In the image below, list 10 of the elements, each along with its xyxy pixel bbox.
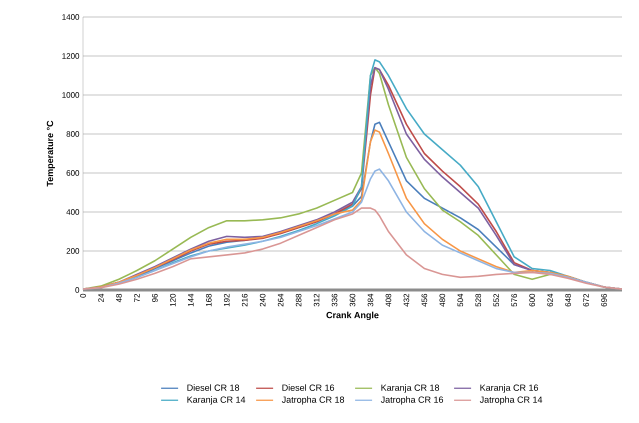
legend-label: Diesel CR 18 [187,384,240,391]
x-axis-title: Crank Angle [326,312,379,320]
legend-label: Jatropha CR 18 [282,396,344,405]
y-axis-title: Temperature °C [46,120,55,187]
legend-label: Karanja CR 14 [187,396,246,405]
legend-label: Karanja CR 16 [480,384,538,393]
legend-label: Jatropha CR 14 [480,396,542,405]
legend-label: Jatropha CR 16 [380,396,444,405]
legend-label: Diesel CR 16 [282,384,334,391]
legend-label: Karanja CR 18 [381,384,440,393]
